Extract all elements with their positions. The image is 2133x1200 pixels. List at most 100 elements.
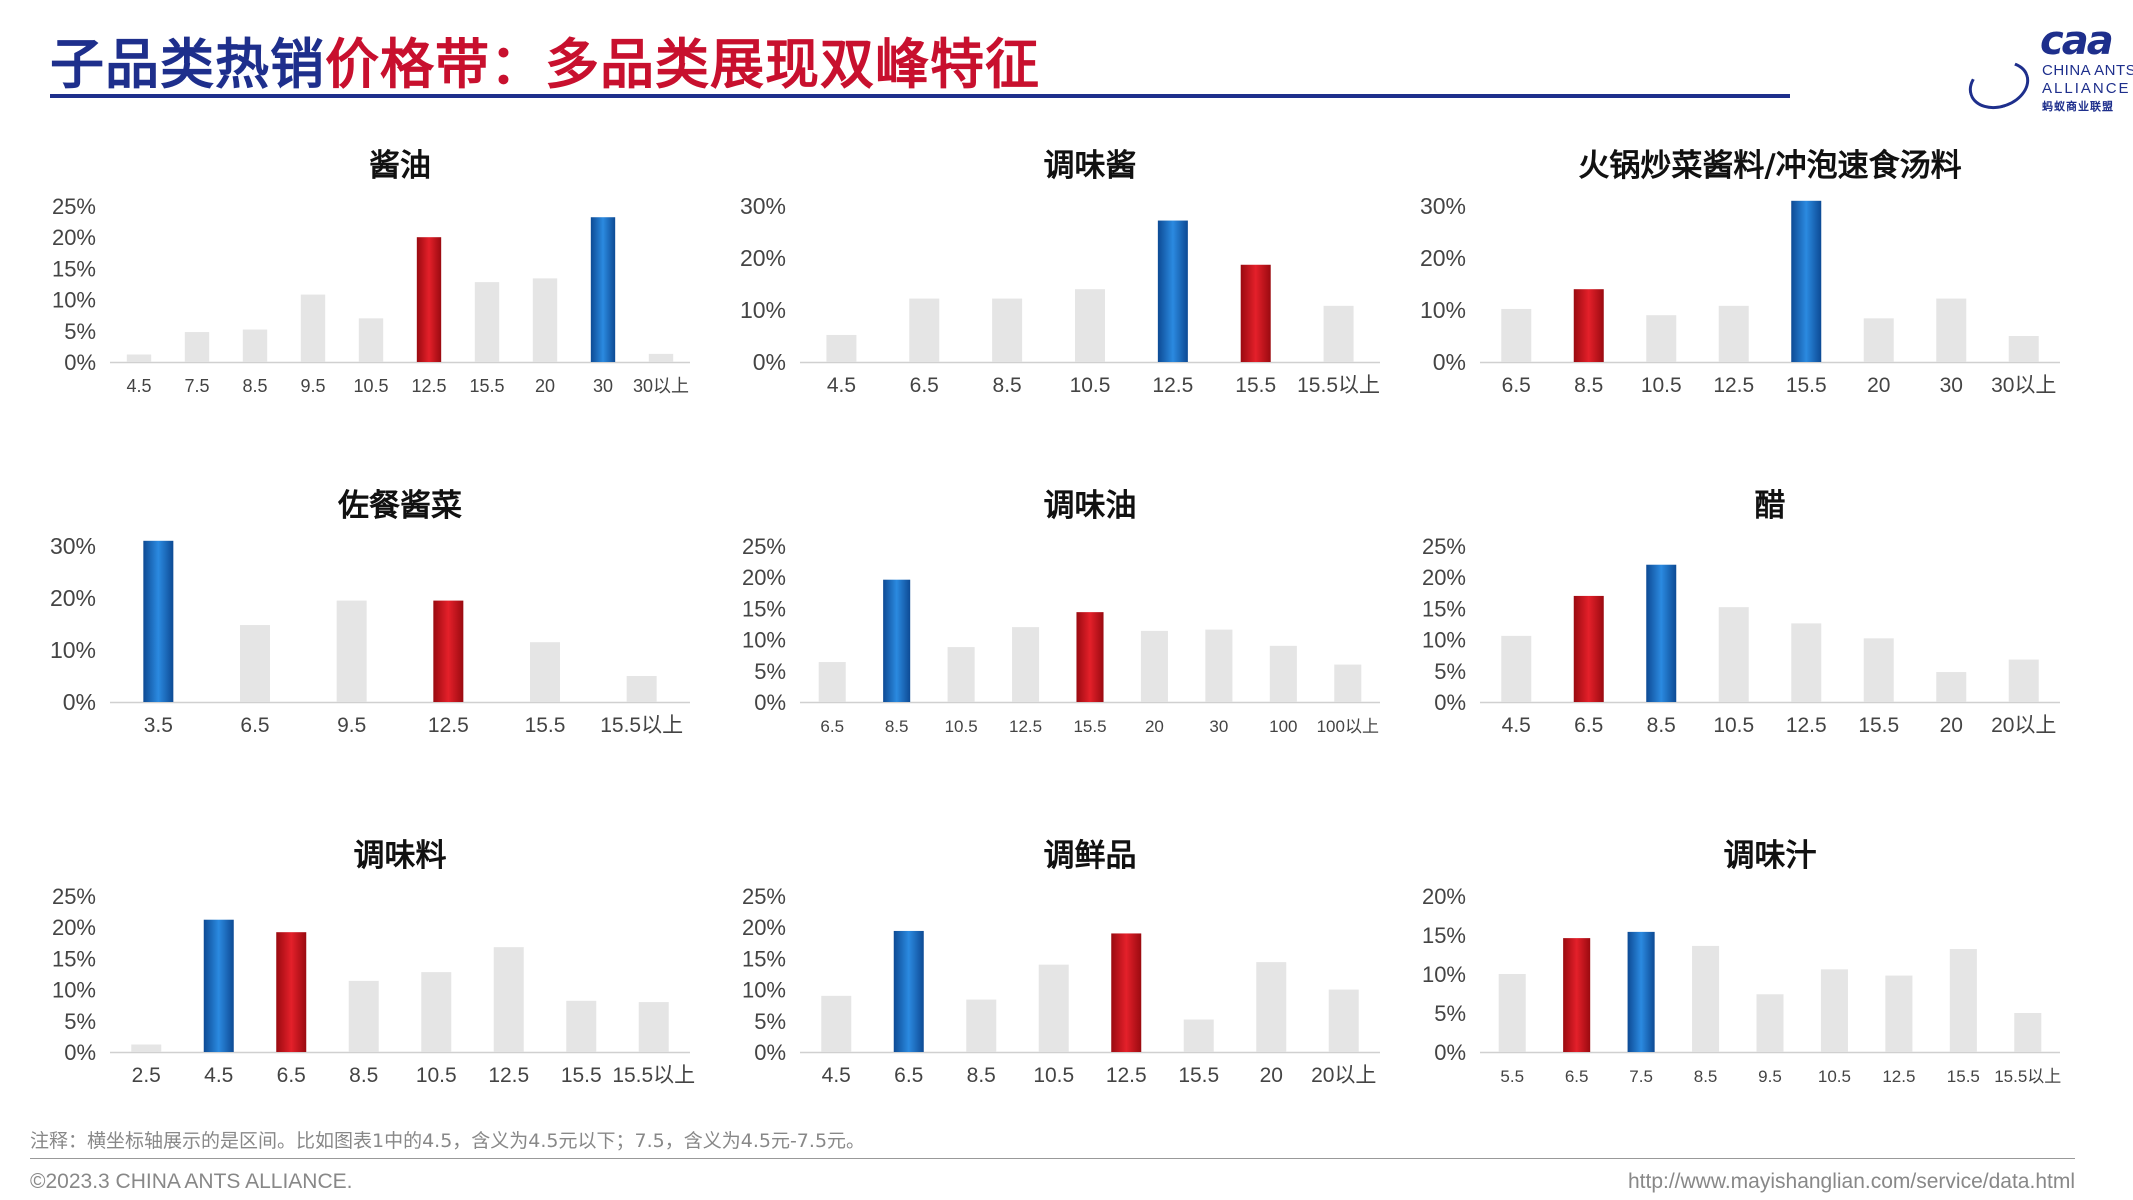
bar (966, 999, 997, 1052)
x-tick-label: 10.5 (353, 376, 388, 396)
x-tick-label: 20 (1940, 714, 1963, 737)
page-title-part2: 价格带：多品类展现双峰特征 (325, 33, 1040, 96)
x-tick-label: 7.5 (1629, 1067, 1653, 1086)
bar (626, 676, 657, 702)
x-tick-label: 8.5 (993, 374, 1022, 397)
logo-text-line1: CHINA ANTS (2042, 62, 2133, 79)
x-tick-label: 8.5 (1574, 374, 1603, 397)
x-tick-label: 20 (535, 376, 555, 396)
bar (300, 294, 326, 362)
bar (1111, 933, 1142, 1052)
y-tick-label: 10% (52, 978, 96, 1003)
x-tick-label: 10.5 (1070, 374, 1111, 397)
y-tick-label: 25% (52, 884, 96, 909)
bar (1820, 969, 1848, 1052)
chart-seasoning-juice: 调味汁 0% 5% 10% 15% 20% 5.5 6.5 7.5 8.5 9.5 10.5 12.5 1… (1390, 830, 2070, 1160)
chart-seasoning-oil: 调味油 0% 5% 10% 15% 20% 25% 6.5 8.5 10.5 12.5 15.5 20 3… (710, 480, 1390, 810)
y-tick-label: 10% (1422, 962, 1466, 987)
x-tick-label: 15.5 (1073, 717, 1106, 736)
x-tick-label: 12.5 (1106, 1064, 1147, 1087)
y-tick-label: 20% (52, 225, 96, 250)
y-tick-label: 15% (742, 946, 786, 971)
bar (1791, 200, 1822, 362)
bar (1863, 318, 1894, 362)
page-title-part1: 子品类热销 (50, 33, 325, 96)
chart-title: 调味汁 (1724, 838, 1817, 874)
x-tick-label: 12.5 (488, 1064, 529, 1087)
bar (947, 647, 975, 702)
x-tick-label: 6.5 (1574, 714, 1603, 737)
bar (818, 662, 846, 702)
bar (893, 930, 924, 1052)
bar (1075, 289, 1105, 362)
bar (1256, 962, 1287, 1052)
bar (421, 972, 452, 1052)
source-url[interactable]: http://www.mayishanglian.com/service/dat… (1627, 1170, 2075, 1193)
x-tick-label: 12.5 (428, 714, 469, 737)
x-tick-label: 20以上 (1311, 1064, 1376, 1087)
x-tick-label: 12.5 (1009, 717, 1042, 736)
bar (1885, 975, 1913, 1052)
x-tick-label: 4.5 (204, 1064, 233, 1087)
x-tick-label: 10.5 (1818, 1067, 1851, 1086)
y-tick-label: 20% (1422, 565, 1466, 590)
chart-svg: 火锅炒菜酱料/冲泡速食汤料 0% 10% 20% 30% 6.5 8.5 10.5 12.5 15… (1420, 148, 2060, 397)
bar (1756, 994, 1784, 1052)
page-title: 子品类热销价格带：多品类展现双峰特征 (50, 20, 1040, 99)
bar (530, 642, 560, 702)
bar (992, 298, 1023, 362)
copyright: ©2023.3 CHINA ANTS ALLIANCE. (30, 1170, 353, 1193)
x-tick-label: 6.5 (240, 714, 269, 737)
x-tick-label: 6.5 (894, 1064, 923, 1087)
x-tick-label: 15.5以上 (1297, 374, 1380, 397)
y-tick-label: 25% (742, 534, 786, 559)
y-tick-label: 20% (52, 915, 96, 940)
y-tick-label: 30% (1420, 193, 1466, 219)
bar (1157, 220, 1188, 362)
bar (2008, 336, 2039, 362)
chart-svg: 调味汁 0% 5% 10% 15% 20% 5.5 6.5 7.5 8.5 9.5 10.5 12.5 1… (1422, 838, 2061, 1086)
chart-pickles: 佐餐酱菜 0% 10% 20% 30% 3.5 6.5 9.5 12.5 15.5 15.5以上 (20, 480, 700, 810)
bar (590, 217, 616, 362)
bar (1936, 672, 1967, 702)
x-tick-label: 12.5 (1152, 374, 1193, 397)
x-tick-label: 10.5 (416, 1064, 457, 1087)
chart-seasoning-sauce: 调味酱 0% 10% 20% 30% 4.5 6.5 8.5 10.5 12.5 15.5 15.5以… (710, 140, 1390, 470)
chart-title: 酱油 (369, 148, 431, 184)
title-underline (50, 94, 1790, 98)
x-tick-label: 100以上 (1317, 717, 1379, 736)
y-tick-label: 20% (742, 565, 786, 590)
y-tick-label: 5% (64, 1009, 96, 1034)
x-tick-label: 12.5 (1713, 374, 1754, 397)
bar (826, 334, 857, 362)
y-tick-label: 25% (1422, 534, 1466, 559)
bar (1076, 612, 1104, 702)
chart-title: 调鲜品 (1044, 838, 1137, 874)
bar (184, 332, 210, 362)
bar (1949, 949, 1977, 1052)
x-tick-label: 15.5 (1235, 374, 1276, 397)
chart-vinegar: 醋 0% 5% 10% 15% 20% 25% 4.5 6.5 8.5 10.5 12.5 15.5 20… (1390, 480, 2070, 810)
x-tick-label: 2.5 (132, 1064, 161, 1087)
bar (1334, 664, 1362, 702)
y-tick-label: 10% (742, 628, 786, 653)
bar (821, 995, 852, 1052)
bar (648, 353, 674, 362)
y-tick-label: 20% (740, 245, 786, 271)
bar (1692, 945, 1720, 1052)
y-tick-label: 0% (1433, 349, 1466, 375)
x-tick-label: 8.5 (349, 1064, 378, 1087)
bar (126, 354, 152, 362)
bar (1646, 564, 1677, 702)
bar (1323, 305, 1354, 362)
chart-soy-sauce: 酱油 0% 5% 10% 15% 20% 25% 4.5 7.5 8.5 9.5 10.5 12.5 15… (20, 140, 700, 470)
x-tick-label: 10.5 (945, 717, 978, 736)
x-tick-label: 12.5 (411, 376, 446, 396)
y-tick-label: 15% (1422, 923, 1466, 948)
bar (1183, 1019, 1214, 1052)
y-tick-label: 10% (1420, 297, 1466, 323)
x-tick-label: 30 (593, 376, 613, 396)
bar (2014, 1013, 2042, 1052)
x-tick-label: 4.5 (126, 376, 151, 396)
chart-title: 火锅炒菜酱料/冲泡速食汤料 (1578, 148, 1961, 184)
